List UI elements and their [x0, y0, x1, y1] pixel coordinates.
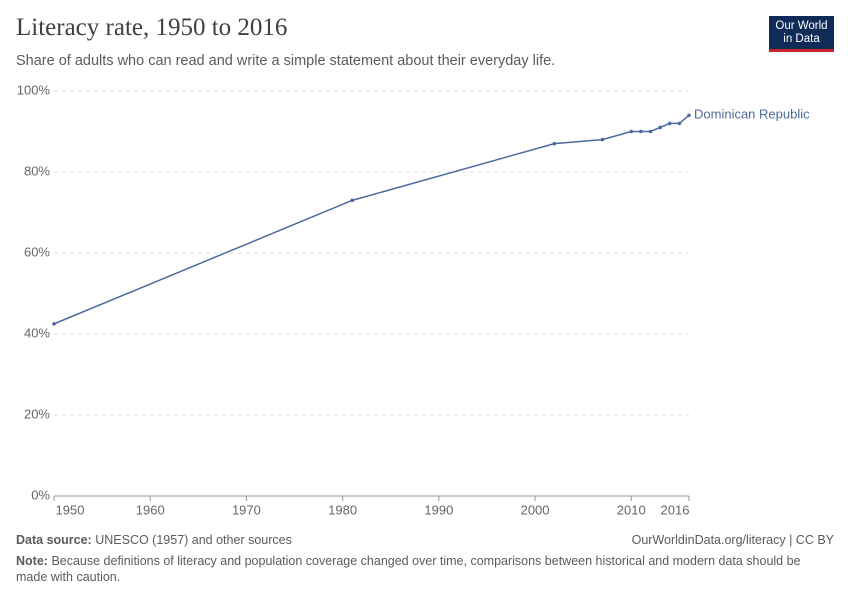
- y-tick-label: 100%: [17, 82, 51, 97]
- x-tick-label: 1990: [424, 502, 453, 517]
- url[interactable]: OurWorldinData.org/literacy | CC BY: [631, 533, 834, 547]
- point: [600, 137, 605, 142]
- x-tick-label: 1960: [136, 502, 165, 517]
- source: Data source: UNESCO (1957) and other sou…: [16, 533, 292, 547]
- point: [677, 121, 682, 126]
- source-label: Data source:: [16, 533, 92, 547]
- logo-text: Our World: [775, 20, 828, 32]
- source-text: UNESCO (1957) and other sources: [95, 533, 292, 547]
- point: [52, 322, 56, 326]
- line: [53, 114, 690, 325]
- note: Note: Because definitions of literacy an…: [16, 553, 816, 585]
- logo[interactable]: Our World in Data: [769, 16, 834, 52]
- chart-title: Literacy rate, 1950 to 2016: [16, 14, 288, 41]
- x-tick-label: 1950: [56, 502, 85, 517]
- y-tick-label: 80%: [24, 163, 50, 178]
- note-label: Note:: [16, 554, 48, 568]
- chart-subtitle: Share of adults who can read and write a…: [16, 53, 556, 69]
- x-tick-label: 2010: [617, 502, 646, 517]
- point: [687, 113, 691, 118]
- x-tick-label: 1970: [232, 502, 261, 517]
- y-tick-label: 0%: [31, 487, 50, 502]
- note-text: Because definitions of literacy and popu…: [16, 554, 801, 584]
- point: [648, 129, 653, 134]
- point: [350, 198, 355, 203]
- x-tick-label: 1980: [328, 502, 357, 517]
- y-tick-label: 40%: [24, 325, 50, 340]
- y-tick-label: 20%: [24, 406, 50, 421]
- point: [658, 125, 662, 130]
- series-label: Dominican Republic: [694, 107, 810, 122]
- x-tick-label: 2016: [661, 502, 690, 517]
- point: [552, 141, 557, 146]
- point: [667, 121, 672, 126]
- x-tick-label: 2000: [521, 502, 550, 517]
- point: [639, 129, 643, 134]
- y-tick-label: 60%: [24, 244, 50, 259]
- logo-text: in Data: [783, 32, 820, 45]
- point: [629, 129, 634, 134]
